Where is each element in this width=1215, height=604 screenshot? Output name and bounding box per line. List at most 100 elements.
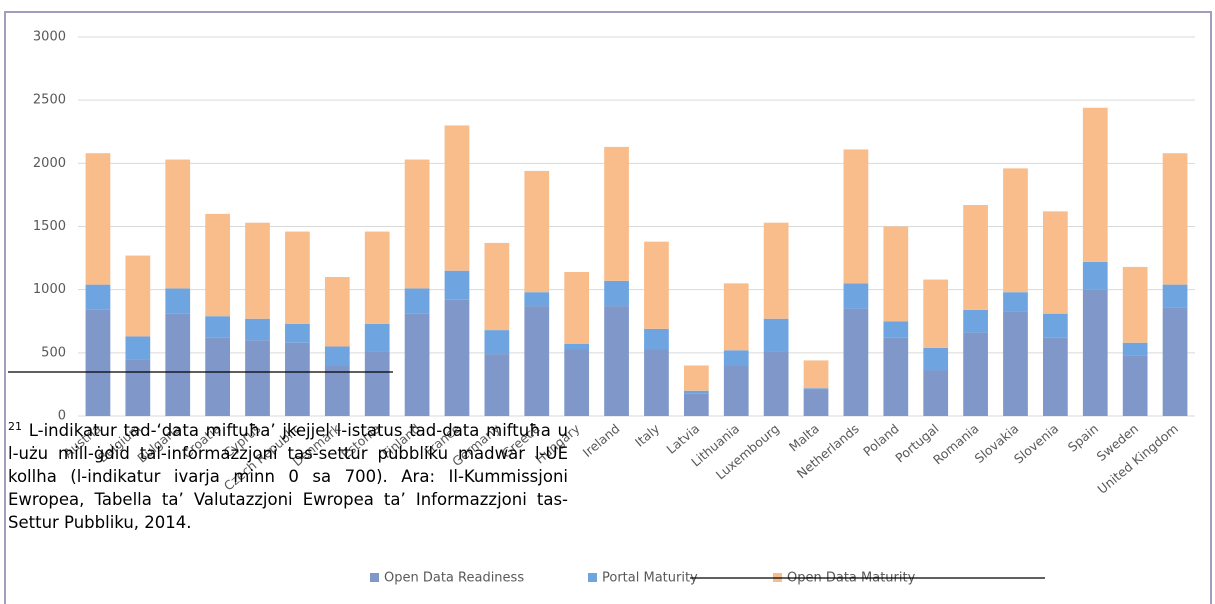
bar-segment bbox=[524, 306, 550, 416]
x-tick-label: Malta bbox=[786, 421, 822, 455]
bar-segment bbox=[564, 271, 590, 344]
bar-segment bbox=[285, 323, 310, 343]
bar-segment bbox=[484, 330, 510, 355]
bar-segment bbox=[125, 336, 151, 360]
bar-segment bbox=[604, 280, 629, 307]
bar-segment bbox=[205, 213, 230, 317]
bar-segment bbox=[444, 270, 470, 300]
bar-segment bbox=[963, 309, 988, 333]
bar-segment bbox=[683, 393, 709, 416]
bar-segment bbox=[245, 318, 270, 341]
bar-segment bbox=[644, 349, 669, 416]
bar-segment bbox=[1162, 307, 1188, 416]
bar-segment bbox=[1003, 311, 1028, 416]
y-tick-label: 0 bbox=[58, 409, 66, 424]
bar-segment bbox=[923, 279, 949, 348]
bar-segment bbox=[524, 292, 550, 307]
bar-segment bbox=[883, 337, 909, 416]
bar-segment bbox=[1003, 292, 1028, 312]
legend-swatch bbox=[588, 573, 597, 582]
y-tick-label: 2500 bbox=[33, 93, 66, 108]
bar-segment bbox=[1082, 289, 1108, 416]
bar-segment bbox=[763, 351, 789, 416]
bar-segment bbox=[963, 332, 988, 416]
bar-segment bbox=[324, 365, 350, 416]
bar-segment bbox=[843, 283, 869, 309]
bar-segment bbox=[883, 226, 909, 322]
bar-segment bbox=[723, 350, 749, 366]
bar-segment bbox=[285, 231, 310, 324]
bar-segment bbox=[1122, 266, 1148, 343]
bar-segment bbox=[285, 342, 310, 416]
bar-segment bbox=[364, 231, 390, 324]
bar-segment bbox=[324, 277, 350, 347]
bar-segment bbox=[564, 343, 590, 350]
footnote: 21 L-indikatur tad-‘data miftuħa’ jkejje… bbox=[8, 415, 568, 534]
legend-swatch bbox=[370, 573, 379, 582]
bar-segment bbox=[1043, 211, 1068, 314]
bar-segment bbox=[1082, 107, 1108, 262]
bar-segment bbox=[803, 360, 829, 389]
bar-segment bbox=[165, 288, 191, 314]
bar-segment bbox=[205, 337, 230, 416]
bar-segment bbox=[763, 222, 789, 319]
bar-segment bbox=[1162, 284, 1188, 308]
bar-segment bbox=[803, 388, 829, 390]
bar-segment bbox=[1162, 153, 1188, 285]
y-tick-label: 3000 bbox=[33, 30, 66, 45]
bar-segment bbox=[883, 321, 909, 338]
bar-segment bbox=[644, 328, 669, 350]
bar-segment bbox=[85, 309, 111, 416]
bar-segment bbox=[404, 313, 430, 416]
y-tick-label: 2000 bbox=[33, 156, 66, 171]
bar-segment bbox=[1122, 355, 1148, 416]
bar-segment bbox=[524, 170, 550, 293]
bar-segment bbox=[484, 242, 510, 331]
bar-segment bbox=[1003, 168, 1028, 293]
bar-segment bbox=[963, 205, 988, 310]
bar-segment bbox=[564, 349, 590, 416]
bar-segment bbox=[484, 354, 510, 416]
y-tick-label: 1500 bbox=[33, 219, 66, 234]
bar-segment bbox=[604, 146, 629, 281]
bar-segment bbox=[1122, 342, 1148, 356]
bar-segment bbox=[364, 351, 390, 416]
bar-segment bbox=[444, 125, 470, 271]
bar-segment bbox=[604, 306, 629, 416]
bar-segment bbox=[1082, 261, 1108, 290]
legend-label: Portal Maturity bbox=[602, 571, 698, 586]
y-tick-label: 500 bbox=[41, 345, 66, 360]
bar-segment bbox=[763, 318, 789, 352]
chart-frame bbox=[4, 11, 1212, 604]
bar-segment bbox=[683, 365, 709, 391]
bar-segment bbox=[1043, 313, 1068, 338]
bar-segment bbox=[683, 390, 709, 394]
bar-segment bbox=[404, 288, 430, 314]
bar-segment bbox=[125, 255, 151, 337]
bar-segment bbox=[723, 283, 749, 351]
footnote-number: 21 bbox=[8, 420, 22, 433]
bar-segment bbox=[85, 284, 111, 310]
bar-segment bbox=[644, 241, 669, 329]
bar-segment bbox=[165, 159, 191, 289]
x-tick-label: Slovenia bbox=[1011, 421, 1061, 467]
bar-segment bbox=[723, 365, 749, 416]
legend-label: Open Data Readiness bbox=[384, 571, 524, 586]
bar-segment bbox=[125, 359, 151, 416]
bar-segment bbox=[165, 313, 191, 416]
bar-segment bbox=[843, 149, 869, 284]
bar-segment bbox=[843, 308, 869, 416]
bar-segment bbox=[803, 389, 829, 416]
bar-segment bbox=[923, 370, 949, 416]
bar-segment bbox=[923, 347, 949, 371]
x-tick-label: Italy bbox=[632, 420, 663, 449]
bar-segment bbox=[404, 159, 430, 289]
bar-segment bbox=[444, 299, 470, 416]
bar-segment bbox=[85, 153, 111, 285]
bar-segment bbox=[1043, 337, 1068, 416]
bar-segment bbox=[205, 316, 230, 338]
x-tick-label: Ireland bbox=[580, 421, 623, 460]
footnote-text: L-indikatur tad-‘data miftuħa’ jkejjel l… bbox=[8, 421, 568, 532]
